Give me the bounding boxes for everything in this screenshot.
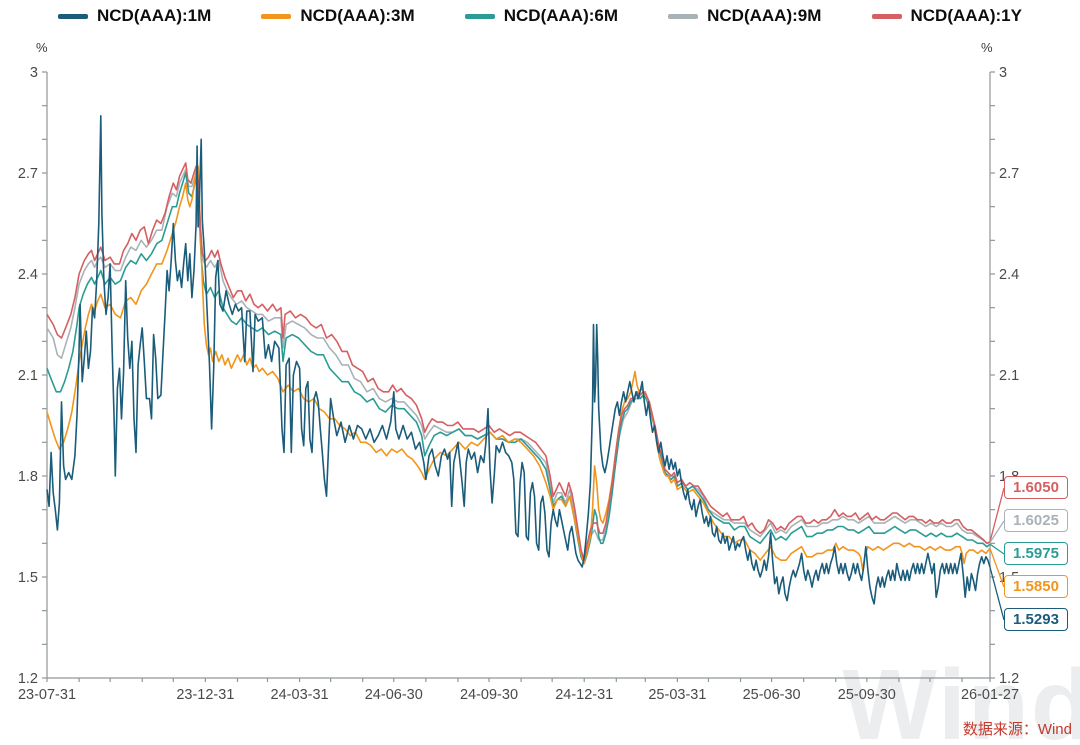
data-source-label: 数据来源：Wind [962, 721, 1072, 738]
x-tick-label: 25-09-30 [838, 687, 896, 703]
end-value-label-3m: 1.5850 [1004, 575, 1068, 598]
series-line-ncd-aaa-6m [46, 172, 991, 565]
series-line-ncd-aaa-9m [46, 168, 991, 565]
end-value-label-9m: 1.6025 [1004, 509, 1068, 532]
legend-swatch-1m [58, 13, 88, 19]
y-tick-label-right: 2.7 [999, 166, 1019, 182]
legend-item-3m[interactable]: NCD(AAA):3M [261, 6, 415, 26]
y-tick-label-left: 1.2 [18, 671, 38, 687]
leader-line-1m [989, 566, 1005, 621]
legend-swatch-1y [871, 13, 902, 19]
axis-frame [46, 72, 991, 679]
y-tick-label-right: 1.2 [999, 671, 1019, 687]
x-tick-label: 25-03-31 [648, 687, 706, 703]
y-tick-label-left: 1.8 [18, 469, 38, 485]
x-tick-label: 24-09-30 [460, 687, 518, 703]
y-tick-label-left: 2.7 [18, 166, 38, 182]
legend-swatch-3m [261, 13, 292, 19]
legend-label-6m: NCD(AAA):6M [503, 6, 619, 25]
series-line-ncd-aaa-1m [46, 115, 991, 605]
y-tick-label-left: 3 [30, 65, 38, 81]
y-axis-unit-left: % [36, 40, 48, 55]
x-tick-label: 25-06-30 [743, 687, 801, 703]
legend-item-9m[interactable]: NCD(AAA):9M [668, 6, 821, 26]
series-line-ncd-aaa-1y [46, 162, 991, 561]
legend: NCD(AAA):1M NCD(AAA):3M NCD(AAA):6M NCD(AAA… [0, 6, 1080, 26]
y-tick-label-left: 2.4 [18, 267, 38, 283]
x-tick-label: 24-12-31 [555, 687, 613, 703]
end-value-label-1y: 1.6050 [1004, 476, 1068, 499]
y-axis-unit-right: % [981, 40, 993, 55]
legend-item-6m[interactable]: NCD(AAA):6M [464, 6, 619, 26]
legend-item-1m[interactable]: NCD(AAA):1M [58, 6, 211, 26]
legend-label-1m: NCD(AAA):1M [97, 6, 212, 25]
x-tick-label: 24-06-30 [365, 687, 423, 703]
x-tick-label: 23-07-31 [18, 687, 76, 703]
leader-line-1y [989, 487, 1005, 542]
y-tick-label-left: 2.1 [18, 368, 38, 384]
y-tick-label-right: 2.4 [999, 267, 1019, 283]
leader-line-3m [989, 548, 1005, 588]
legend-label-9m: NCD(AAA):9M [707, 6, 822, 25]
x-tick-label: 26-01-27 [961, 687, 1019, 703]
y-tick-label-left: 1.5 [18, 570, 38, 586]
legend-item-1y[interactable]: NCD(AAA):1Y [871, 6, 1022, 26]
end-value-label-6m: 1.5975 [1004, 542, 1068, 565]
y-tick-label-right: 3 [999, 65, 1007, 81]
legend-label-3m: NCD(AAA):3M [300, 6, 415, 25]
legend-swatch-9m [668, 13, 699, 19]
leader-line-9m [989, 520, 1005, 543]
end-value-label-1m: 1.5293 [1004, 608, 1068, 631]
leader-line-6m [989, 543, 1005, 555]
y-tick-label-right: 2.1 [999, 368, 1019, 384]
x-tick-label: 24-03-31 [271, 687, 329, 703]
wind-watermark: Wind [842, 649, 1080, 745]
x-tick-label: 23-12-31 [176, 687, 234, 703]
legend-label-1y: NCD(AAA):1Y [910, 6, 1022, 25]
legend-swatch-6m [464, 13, 495, 19]
